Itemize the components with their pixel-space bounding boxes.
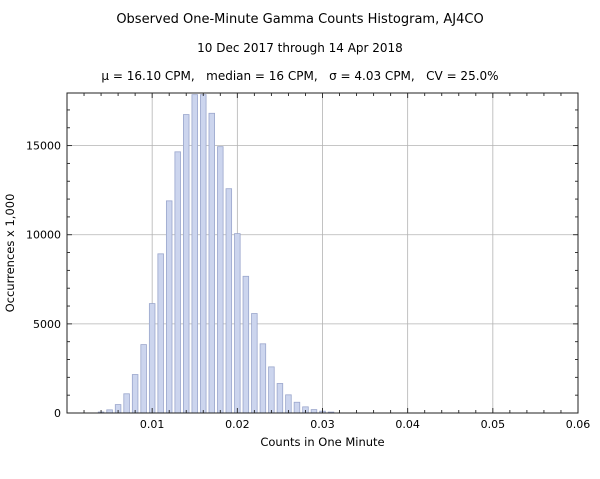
histogram-bar <box>157 253 164 414</box>
histogram-bar <box>140 344 147 414</box>
histogram-bar <box>217 146 224 414</box>
x-tick-label: 0.06 <box>566 418 591 431</box>
histogram-bar <box>191 94 198 414</box>
histogram-bar <box>208 112 215 414</box>
x-tick-label: 0.04 <box>395 418 420 431</box>
x-tick-label: 0.05 <box>481 418 506 431</box>
histogram-bar <box>251 313 258 414</box>
chart-stats-line: μ = 16.10 CPM, median = 16 CPM, σ = 4.03… <box>101 69 499 83</box>
histogram-bar <box>183 114 190 414</box>
histogram-bar <box>200 94 207 414</box>
histogram-bar <box>174 151 181 414</box>
histogram-bar <box>165 200 173 414</box>
x-tick-label: 0.03 <box>310 418 335 431</box>
y-tick-label: 15000 <box>26 140 61 153</box>
x-tick-label: 0.02 <box>225 418 250 431</box>
y-tick-label: 10000 <box>26 229 61 242</box>
histogram-bar <box>276 383 284 414</box>
y-axis-label: Occurrences x 1,000 <box>3 194 17 313</box>
x-axis-label: Counts in One Minute <box>260 435 384 449</box>
histogram-bar <box>148 303 156 414</box>
y-tick-label: 5000 <box>33 318 61 331</box>
histogram-bar <box>310 409 318 414</box>
histogram-bar <box>293 401 301 414</box>
histogram-bar <box>131 374 139 414</box>
x-tick-label: 0.01 <box>140 418 165 431</box>
histogram-bar <box>225 188 233 414</box>
histogram-bar <box>234 233 241 414</box>
histogram-bar <box>259 343 267 414</box>
histogram-bar <box>268 366 275 414</box>
histogram-bar <box>242 275 250 414</box>
histogram-chart: 0.01 0.02 0.03 0.04 0.05 0.06 0 5000 10000 15000 C… <box>3 92 591 449</box>
histogram-bar <box>123 393 130 414</box>
y-tick-label: 0 <box>54 407 61 420</box>
chart-title: Observed One-Minute Gamma Counts Histogr… <box>116 12 484 27</box>
chart-subtitle: 10 Dec 2017 through 14 Apr 2018 <box>197 41 403 55</box>
